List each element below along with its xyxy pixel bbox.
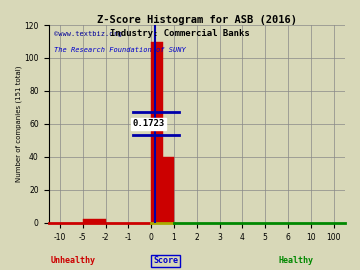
Text: Score: Score <box>153 256 178 265</box>
Text: The Research Foundation of SUNY: The Research Foundation of SUNY <box>54 47 186 53</box>
Text: 0.1723: 0.1723 <box>132 119 165 129</box>
Bar <box>151 42 162 223</box>
Text: Unhealthy: Unhealthy <box>50 256 95 265</box>
Bar <box>162 157 174 223</box>
Y-axis label: Number of companies (151 total): Number of companies (151 total) <box>15 66 22 182</box>
Bar <box>83 220 105 223</box>
Text: Healthy: Healthy <box>278 256 313 265</box>
Text: ©www.textbiz.org: ©www.textbiz.org <box>54 31 122 37</box>
Text: Industry: Commercial Banks: Industry: Commercial Banks <box>110 29 250 38</box>
Title: Z-Score Histogram for ASB (2016): Z-Score Histogram for ASB (2016) <box>97 15 297 25</box>
